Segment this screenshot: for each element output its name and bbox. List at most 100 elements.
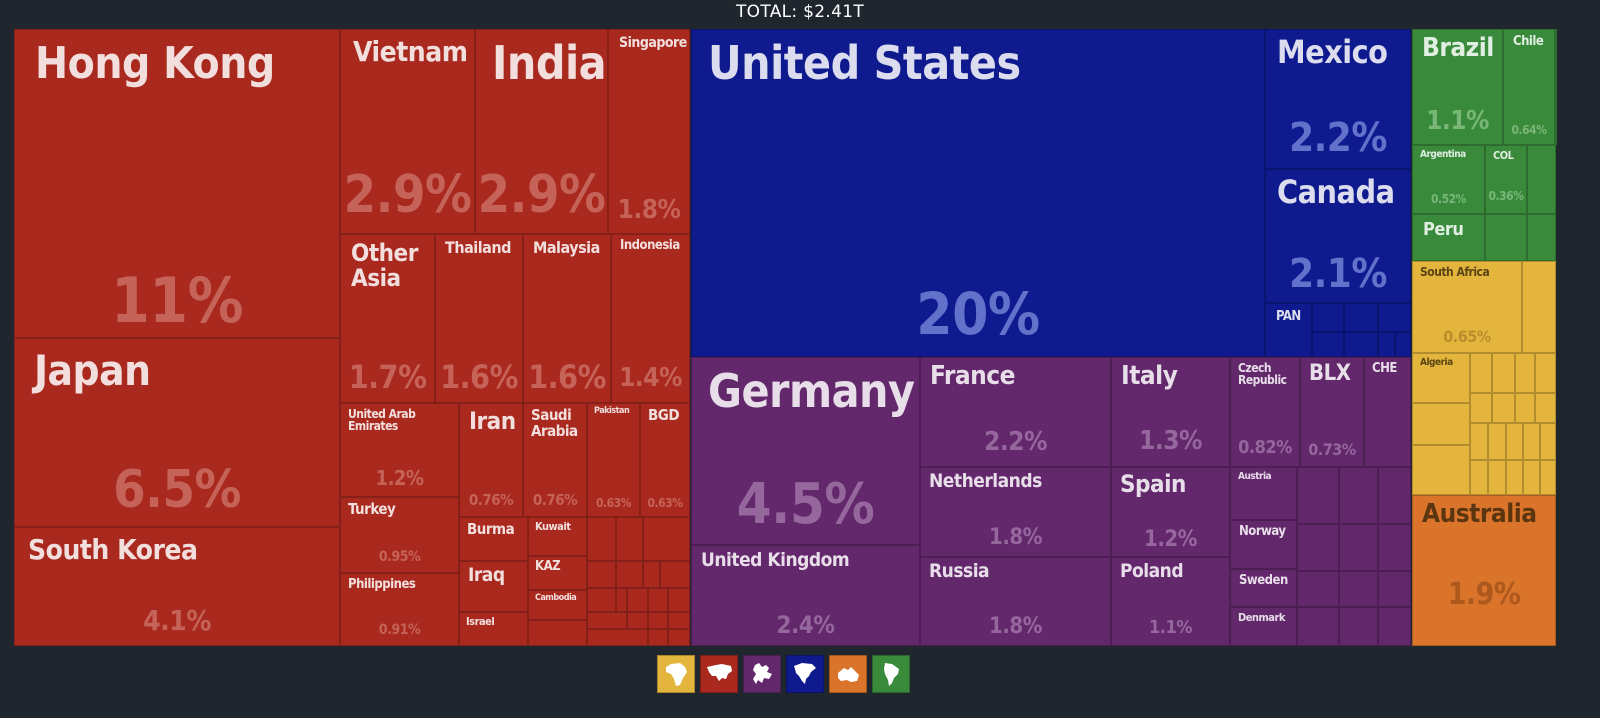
treemap-tile-burma[interactable]: Burma xyxy=(459,517,528,561)
treemap-tile-cambodia[interactable]: Cambodia xyxy=(528,590,587,620)
treemap-tile-asia-minor[interactable] xyxy=(627,612,648,629)
treemap-tile-asia-minor[interactable] xyxy=(587,612,627,629)
treemap-tile-united-states[interactable]: United States 20% xyxy=(691,29,1265,357)
treemap-tile-asia-minor[interactable] xyxy=(616,588,627,612)
treemap-tile-africa-minor[interactable] xyxy=(1523,423,1540,460)
treemap-tile-thailand[interactable]: Thailand 1.6% xyxy=(435,234,523,403)
treemap-tile-asia-minor[interactable] xyxy=(648,588,668,612)
treemap-tile-north-america-minor[interactable] xyxy=(1344,332,1378,357)
treemap-tile-europe-minor[interactable] xyxy=(1378,467,1411,524)
treemap-tile-asia-minor[interactable] xyxy=(648,612,668,629)
legend-europe-button[interactable] xyxy=(743,655,781,693)
treemap-tile-other-asia[interactable]: Other Asia 1.7% xyxy=(340,234,435,403)
treemap-tile-brazil[interactable]: Brazil 1.1% xyxy=(1412,29,1503,145)
treemap-tile-asia-minor[interactable] xyxy=(627,588,648,612)
treemap-tile-africa-minor[interactable] xyxy=(1515,353,1535,393)
treemap-tile-asia-minor[interactable] xyxy=(587,517,616,561)
treemap-tile-europe-minor[interactable] xyxy=(1339,467,1378,524)
treemap-tile-asia-minor[interactable] xyxy=(616,517,643,561)
treemap-tile-south-america-minor[interactable] xyxy=(1485,214,1527,261)
treemap-tile-north-america-minor[interactable] xyxy=(1378,332,1395,357)
treemap-tile-africa-minor[interactable] xyxy=(1506,460,1523,495)
treemap-tile-europe-minor[interactable] xyxy=(1339,571,1378,607)
treemap-tile-norway[interactable]: Norway xyxy=(1230,520,1297,569)
treemap-tile-pan[interactable]: PAN xyxy=(1265,303,1312,357)
treemap-tile-north-america-minor[interactable] xyxy=(1395,332,1411,357)
treemap-tile-vietnam[interactable]: Vietnam 2.9% xyxy=(340,29,475,234)
treemap-tile-south-korea[interactable]: South Korea 4.1% xyxy=(14,527,340,646)
treemap-tile-india[interactable]: India 2.9% xyxy=(475,29,608,234)
treemap-tile-che[interactable]: CHE xyxy=(1364,357,1411,467)
treemap-tile-pakistan[interactable]: Pakistan 0.63% xyxy=(587,403,640,517)
treemap-tile-africa-minor[interactable] xyxy=(1488,423,1506,460)
treemap-tile-asia-minor[interactable] xyxy=(587,629,648,646)
treemap-tile-algeria[interactable]: Algeria xyxy=(1412,353,1470,403)
legend-africa-button[interactable] xyxy=(657,655,695,693)
treemap-tile-hong-kong[interactable]: Hong Kong 11% xyxy=(14,29,340,338)
treemap-tile-netherlands[interactable]: Netherlands 1.8% xyxy=(920,467,1111,557)
treemap-tile-south-america-minor[interactable] xyxy=(1527,145,1556,214)
treemap-tile-germany[interactable]: Germany 4.5% xyxy=(691,357,920,545)
legend-asia-button[interactable] xyxy=(700,655,738,693)
treemap-tile-europe-minor[interactable] xyxy=(1297,524,1339,571)
treemap-tile-south-africa[interactable]: South Africa 0.65% xyxy=(1412,261,1522,353)
treemap-tile-africa-minor[interactable] xyxy=(1535,353,1556,393)
treemap-tile-north-america-minor[interactable] xyxy=(1378,303,1411,332)
treemap-tile-africa-minor[interactable] xyxy=(1535,393,1556,423)
treemap-tile-philippines[interactable]: Philippines 0.91% xyxy=(340,573,459,646)
treemap-tile-russia[interactable]: Russia 1.8% xyxy=(920,557,1111,646)
treemap-tile-asia-minor[interactable] xyxy=(668,629,690,646)
treemap-tile-canada[interactable]: Canada 2.1% xyxy=(1265,169,1411,303)
treemap-tile-asia-minor[interactable] xyxy=(668,588,690,612)
treemap-tile-europe-minor[interactable] xyxy=(1378,571,1411,607)
treemap-tile-africa-minor[interactable] xyxy=(1522,261,1556,353)
treemap-tile-chile[interactable]: Chile 0.64% xyxy=(1503,29,1555,145)
treemap-tile-peru[interactable]: Peru xyxy=(1412,214,1485,261)
treemap-tile-japan[interactable]: Japan 6.5% xyxy=(14,338,340,527)
treemap-tile-asia-minor[interactable] xyxy=(660,561,690,588)
treemap-tile-asia-minor[interactable] xyxy=(668,612,690,629)
treemap-tile-mexico[interactable]: Mexico 2.2% xyxy=(1265,29,1411,169)
treemap-tile-africa-minor[interactable] xyxy=(1540,423,1556,460)
treemap-tile-indonesia[interactable]: Indonesia 1.4% xyxy=(611,234,690,403)
treemap-tile-africa-minor[interactable] xyxy=(1470,393,1492,423)
treemap-tile-iraq[interactable]: Iraq xyxy=(459,561,528,612)
treemap-tile-south-america-minor[interactable] xyxy=(1527,214,1556,261)
treemap-tile-argentina[interactable]: Argentina 0.52% xyxy=(1412,145,1485,214)
treemap-tile-africa-minor[interactable] xyxy=(1515,393,1535,423)
treemap-tile-africa-minor[interactable] xyxy=(1492,393,1515,423)
treemap-tile-malaysia[interactable]: Malaysia 1.6% xyxy=(523,234,611,403)
treemap-tile-africa-minor[interactable] xyxy=(1470,423,1488,460)
treemap-tile-sweden[interactable]: Sweden xyxy=(1230,569,1297,607)
treemap-tile-asia-minor[interactable] xyxy=(587,561,616,588)
treemap-tile-asia-minor[interactable] xyxy=(528,620,587,646)
treemap-tile-africa-minor[interactable] xyxy=(1523,460,1540,495)
treemap-tile-united-arab-emirates[interactable]: United Arab Emirates 1.2% xyxy=(340,403,459,497)
treemap-tile-blx[interactable]: BLX 0.73% xyxy=(1300,357,1364,467)
treemap-tile-kaz[interactable]: KAZ xyxy=(528,556,587,590)
treemap-tile-bgd[interactable]: BGD 0.63% xyxy=(640,403,690,517)
treemap-tile-denmark[interactable]: Denmark xyxy=(1230,607,1297,646)
treemap-tile-europe-minor[interactable] xyxy=(1339,524,1378,571)
legend-north-america-button[interactable] xyxy=(786,655,824,693)
treemap-tile-africa-minor[interactable] xyxy=(1488,460,1506,495)
treemap-tile-australia[interactable]: Australia 1.9% xyxy=(1412,495,1556,646)
treemap-tile-france[interactable]: France 2.2% xyxy=(920,357,1111,467)
treemap-tile-asia-minor[interactable] xyxy=(648,629,668,646)
treemap-tile-singapore[interactable]: Singapore 1.8% xyxy=(608,29,690,234)
treemap-tile-united-kingdom[interactable]: United Kingdom 2.4% xyxy=(691,545,920,646)
legend-south-america-button[interactable] xyxy=(872,655,910,693)
treemap-tile-africa-minor[interactable] xyxy=(1470,353,1492,393)
treemap-tile-south-america-minor[interactable] xyxy=(1555,29,1557,145)
treemap-tile-north-america-minor[interactable] xyxy=(1344,303,1378,332)
treemap-tile-europe-minor[interactable] xyxy=(1339,607,1378,646)
treemap-tile-europe-minor[interactable] xyxy=(1378,524,1411,571)
treemap-tile-asia-minor[interactable] xyxy=(587,588,616,612)
treemap-tile-asia-minor[interactable] xyxy=(616,561,643,588)
treemap-tile-north-america-minor[interactable] xyxy=(1312,332,1344,357)
treemap-tile-poland[interactable]: Poland 1.1% xyxy=(1111,557,1230,646)
treemap-tile-africa-minor[interactable] xyxy=(1492,353,1515,393)
treemap-tile-col[interactable]: COL 0.36% xyxy=(1485,145,1527,214)
treemap-tile-europe-minor[interactable] xyxy=(1297,467,1339,524)
legend-oceania-button[interactable] xyxy=(829,655,867,693)
